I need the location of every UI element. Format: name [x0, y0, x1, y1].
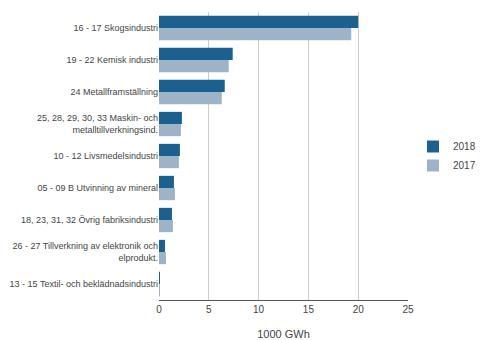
svg-text:13 - 15 Textil- och beklädnads: 13 - 15 Textil- och beklädnadsindustri: [10, 279, 158, 289]
svg-text:05 - 09 B Utvinning av mineral: 05 - 09 B Utvinning av mineral: [37, 183, 158, 193]
svg-text:0: 0: [156, 304, 162, 315]
svg-text:26 - 27 Tillverkning av elektr: 26 - 27 Tillverkning av elektronik ochel…: [12, 241, 158, 263]
svg-text:18, 23, 31, 32 Övrig fabriksin: 18, 23, 31, 32 Övrig fabriksindustri: [21, 215, 158, 225]
svg-text:15: 15: [303, 304, 315, 315]
svg-text:10 - 12 Livsmedelsindustri: 10 - 12 Livsmedelsindustri: [53, 151, 158, 161]
svg-text:25, 28, 29, 30, 33 Maskin- och: 25, 28, 29, 30, 33 Maskin- ochmetalltill…: [37, 113, 158, 135]
svg-text:2018: 2018: [453, 141, 476, 152]
svg-text:19 - 22 Kemisk industri: 19 - 22 Kemisk industri: [66, 55, 158, 65]
svg-text:25: 25: [402, 304, 414, 315]
svg-text:10: 10: [253, 304, 265, 315]
svg-text:24 Metallframställning: 24 Metallframställning: [70, 87, 158, 97]
svg-text:2017: 2017: [453, 160, 476, 171]
svg-text:16 - 17 Skogsindustri: 16 - 17 Skogsindustri: [73, 23, 158, 33]
svg-text:20: 20: [353, 304, 365, 315]
svg-text:1000 GWh: 1000 GWh: [257, 328, 310, 340]
svg-text:5: 5: [206, 304, 212, 315]
